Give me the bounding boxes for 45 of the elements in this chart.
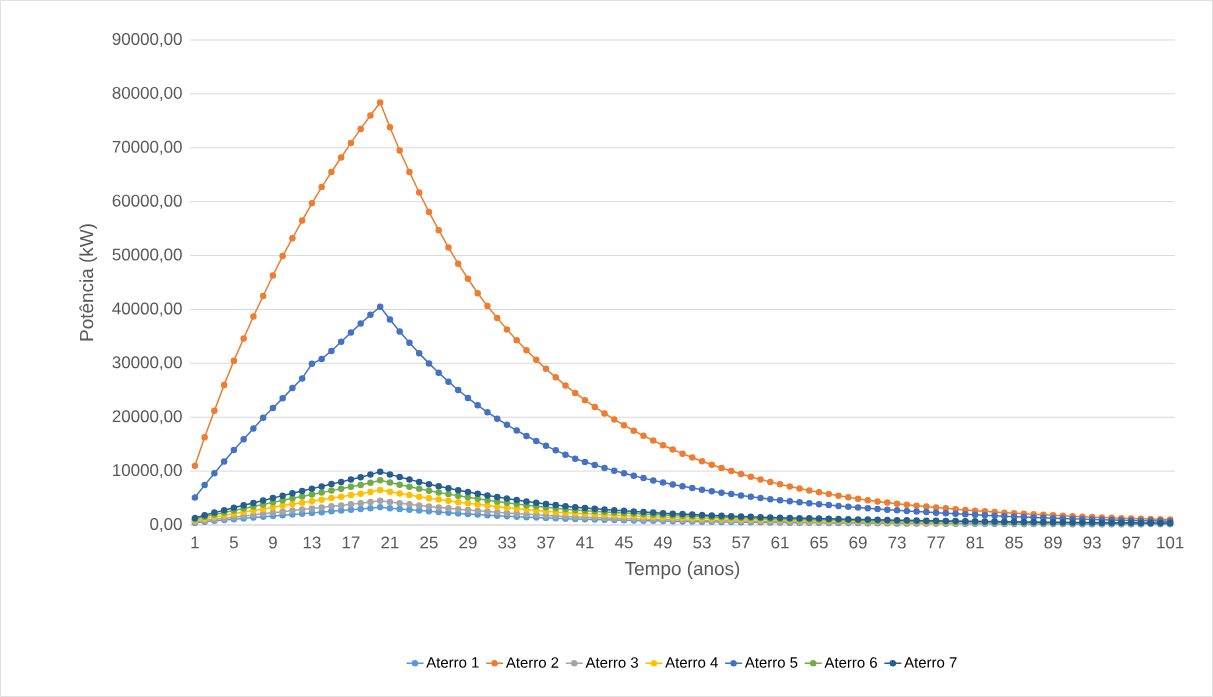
x-tick-label: 85 <box>1005 536 1023 549</box>
x-tick-label: 69 <box>849 536 867 549</box>
x-tick-label: 101 <box>1157 536 1184 549</box>
x-tick-label: 29 <box>459 536 477 549</box>
y-tick-label: 50000,00 <box>112 248 182 263</box>
x-tick-label: 89 <box>1044 536 1062 549</box>
y-tick-label: 90000,00 <box>112 33 182 47</box>
x-tick-label: 65 <box>810 536 828 549</box>
legend-label: Aterro 3 <box>585 657 639 668</box>
legend-label: Aterro 7 <box>904 657 957 668</box>
y-tick-label: 30000,00 <box>112 356 182 371</box>
x-tick-label: 13 <box>303 536 321 549</box>
y-tick-label: 80000,00 <box>112 86 182 101</box>
x-tick-label: 45 <box>614 536 633 549</box>
legend-label: Aterro 2 <box>505 657 559 668</box>
x-tick-label: 61 <box>771 536 789 549</box>
x-tick-label: 97 <box>1122 536 1140 549</box>
x-tick-label: 21 <box>381 536 399 549</box>
x-axis-title: Tempo (anos) <box>625 561 740 579</box>
y-tick-label: 40000,00 <box>112 302 182 317</box>
x-tick-label: 77 <box>927 536 945 549</box>
legend-label: Aterro 6 <box>824 657 877 668</box>
x-tick-label: 9 <box>268 536 277 549</box>
legend-label: Aterro 5 <box>744 657 798 668</box>
x-tick-label: 25 <box>420 536 438 549</box>
y-axis-title: Potência (kW) <box>79 224 97 341</box>
x-tick-label: 81 <box>966 536 984 549</box>
x-tick-label: 49 <box>653 536 672 549</box>
x-tick-label: 93 <box>1083 536 1101 549</box>
x-tick-label: 5 <box>229 536 238 549</box>
y-tick-label: 20000,00 <box>112 410 182 425</box>
x-tick-label: 33 <box>498 536 516 549</box>
x-tick-label: 17 <box>342 536 360 549</box>
legend-label: Aterro 1 <box>426 657 479 668</box>
y-tick-label: 70000,00 <box>112 140 182 155</box>
y-tick-label: 60000,00 <box>112 194 182 209</box>
x-tick-label: 73 <box>888 536 906 549</box>
y-tick-label: 0,00 <box>150 518 182 532</box>
x-tick-label: 53 <box>693 536 711 549</box>
y-tick-label: 10000,00 <box>113 464 182 479</box>
x-tick-label: 41 <box>575 536 594 549</box>
legend-label: Aterro 4 <box>665 657 718 668</box>
x-tick-label: 57 <box>732 536 750 549</box>
x-tick-label: 1 <box>191 536 199 549</box>
x-tick-label: 37 <box>537 536 555 549</box>
